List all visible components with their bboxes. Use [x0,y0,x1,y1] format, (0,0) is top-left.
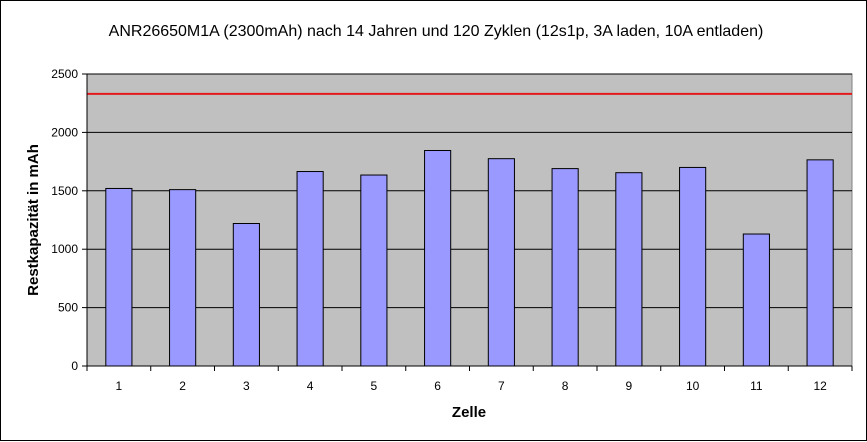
plot-area [86,73,853,367]
bar-zelle-2 [169,189,197,367]
chart-title: ANR26650M1A (2300mAh) nach 14 Jahren und… [109,23,764,40]
x-tick-label: 1 [116,379,123,393]
y-tick-label: 0 [71,359,78,373]
bar-zelle-4 [296,171,324,367]
bar-zelle-12 [806,159,834,367]
x-tick-label: 12 [813,379,827,393]
x-tick-label: 3 [243,379,250,393]
x-tick-label: 11 [750,379,763,393]
bar-zelle-6 [424,150,452,367]
bar-zelle-11 [742,233,770,367]
bar-zelle-5 [360,174,388,367]
x-tick-label: 6 [434,379,441,393]
bar-zelle-7 [487,158,515,367]
y-tick-labels: 0 500 1000 1500 2000 2500 [51,67,78,373]
x-tick-label: 4 [307,379,314,393]
bar-zelle-1 [105,187,133,367]
y-tick-label: 1500 [51,184,78,198]
bar-zelle-10 [679,166,707,367]
y-axis-label: Restkapazität in mAh [25,144,42,296]
gridlines [87,73,852,309]
x-tick-label: 2 [179,379,186,393]
x-tick-label: 5 [371,379,378,393]
x-tick-labels: 1 2 3 4 5 6 7 8 9 10 11 12 [116,379,828,393]
y-tick-label: 1000 [51,242,78,256]
y-tick-label: 2500 [51,67,78,81]
y-tick-label: 2000 [51,125,78,139]
x-tick-label: 8 [562,379,569,393]
bar-zelle-9 [615,172,643,367]
axes [82,73,853,371]
y-tick-label: 500 [58,301,78,315]
bar-zelle-8 [551,168,579,367]
bars [105,150,834,367]
x-tick-label: 9 [626,379,633,393]
x-axis-label: Zelle [452,404,486,421]
x-tick-label: 7 [498,379,505,393]
bar-zelle-3 [232,223,260,367]
x-tick-label: 10 [686,379,700,393]
